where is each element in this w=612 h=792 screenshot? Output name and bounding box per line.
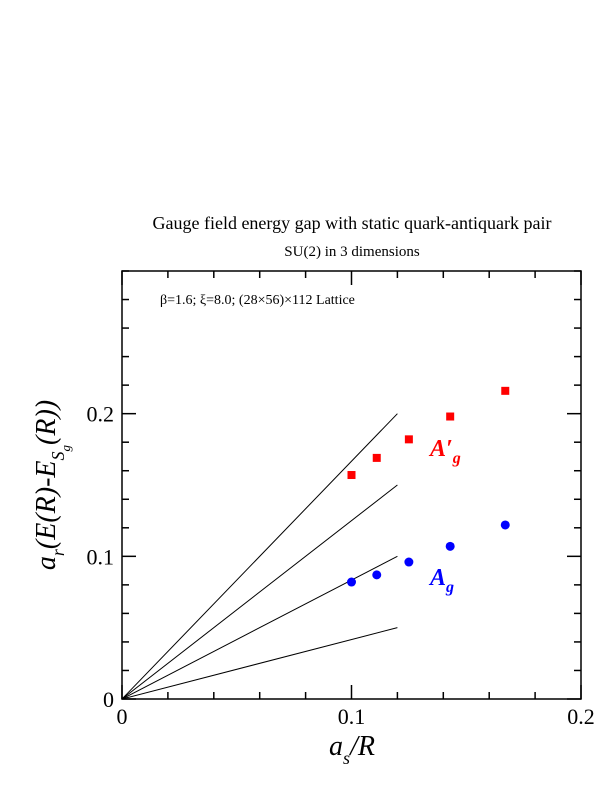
data-markers — [347, 386, 510, 587]
chart-title: Gauge field energy gap with static quark… — [152, 213, 551, 233]
data-point-a-g-4 — [445, 541, 455, 551]
series-label-aprime-g: A′g — [428, 436, 461, 467]
data-point-a-g-2 — [372, 570, 382, 580]
x-tick-label: 0.2 — [567, 704, 595, 729]
x-tick-label: 0.1 — [338, 704, 366, 729]
reference-line-2 — [121, 484, 398, 700]
data-point-a-g-5 — [500, 520, 510, 530]
reference-line-4 — [121, 627, 398, 700]
axis-tick-labels: 0 0.1 0.2 0 0.1 0.2 — [87, 402, 595, 729]
series-label-a-g: Ag — [428, 565, 454, 596]
data-point-a-g-1 — [347, 577, 356, 587]
y-tick-label: 0 — [103, 687, 114, 712]
x-axis-label: as/R — [329, 731, 375, 768]
reference-line-3 — [121, 555, 398, 700]
reference-lines — [121, 413, 398, 700]
x-tick-label: 0 — [117, 704, 128, 729]
y-tick-label: 0.1 — [87, 544, 115, 569]
y-axis-label: ar(E(R)-ESg(R)) — [31, 400, 73, 570]
data-point-a-g-3 — [404, 557, 414, 567]
chart-annotation: β=1.6; ξ=8.0; (28×56)×112 Lattice — [160, 293, 355, 308]
data-point-aprime-g-4 — [446, 412, 455, 421]
reference-line-1 — [121, 413, 398, 700]
plot-frame — [121, 270, 582, 700]
axis-ticks — [121, 270, 582, 700]
data-point-aprime-g-1 — [347, 471, 356, 480]
data-point-aprime-g-3 — [404, 435, 413, 444]
data-point-aprime-g-2 — [372, 453, 381, 462]
data-point-aprime-g-5 — [501, 386, 510, 395]
chart-subtitle: SU(2) in 3 dimensions — [284, 244, 420, 260]
y-tick-label: 0.2 — [87, 402, 115, 427]
